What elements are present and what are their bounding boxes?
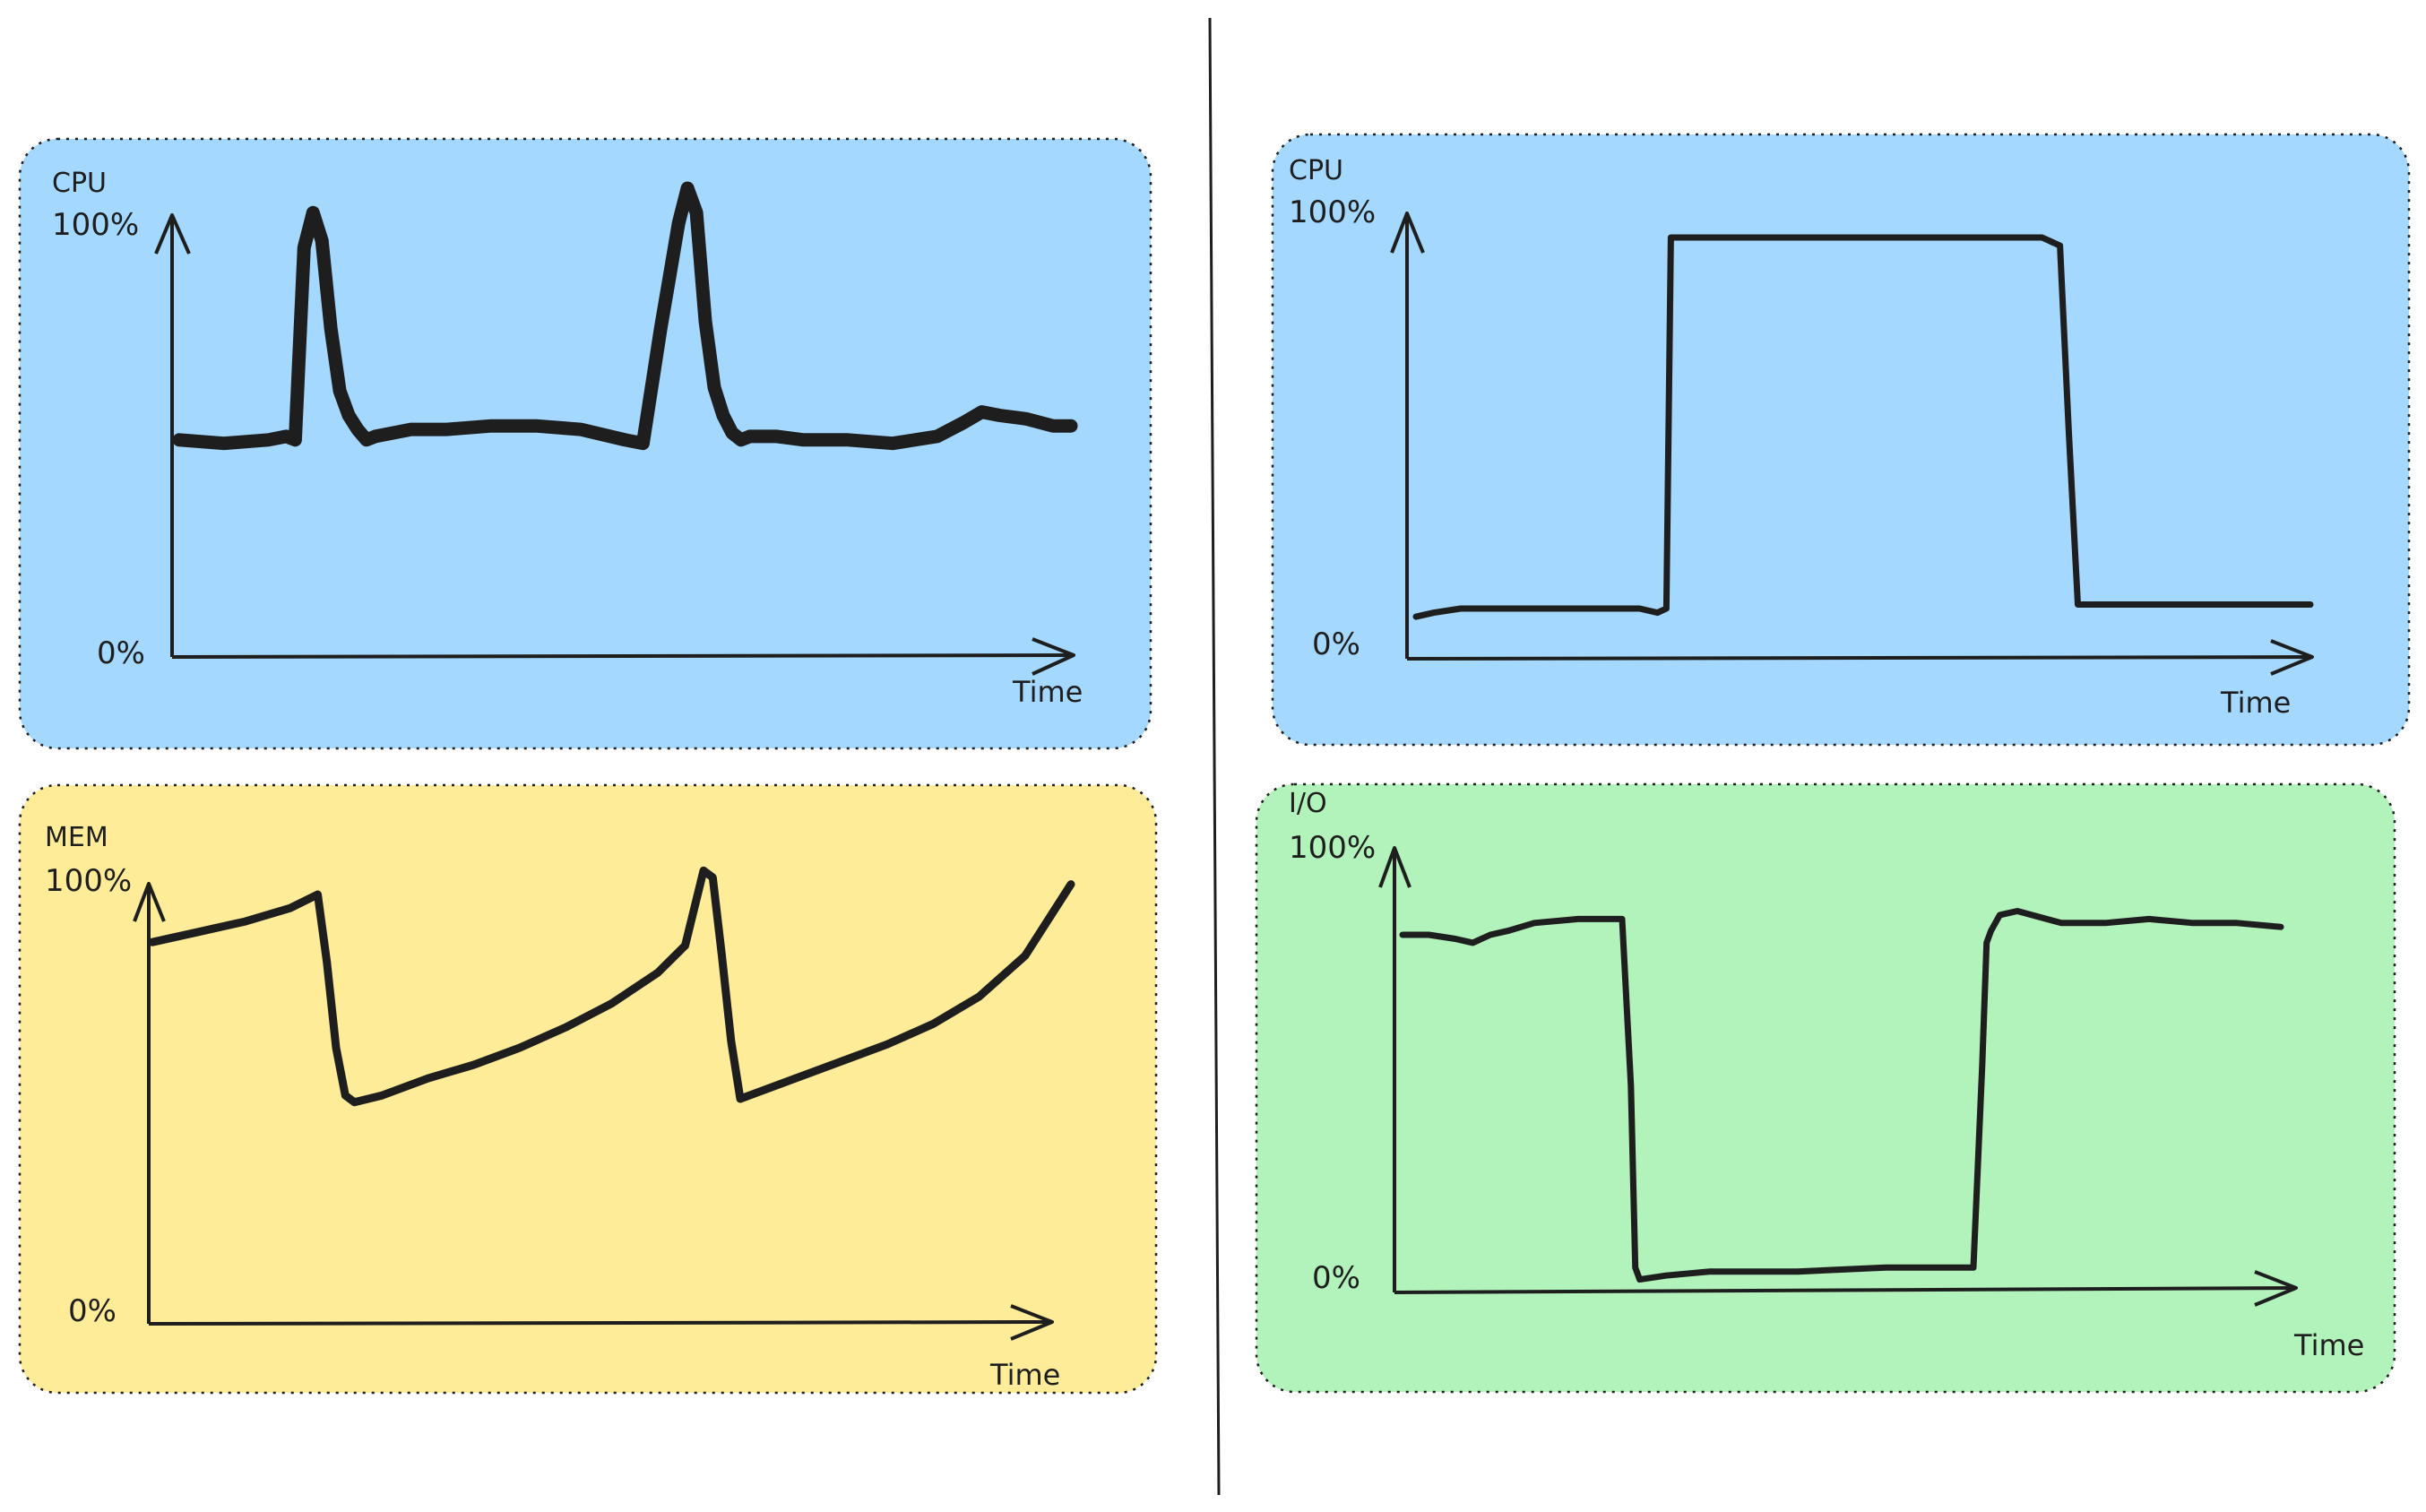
io-line: [1399, 908, 2284, 1283]
cpu-plateau-chart: CPU 100% 0% Time: [1271, 133, 2411, 747]
x-axis-arrowhead: [2270, 639, 2314, 676]
chart-title: CPU: [52, 168, 107, 199]
chart-title: I/O: [1289, 788, 1327, 819]
x-axis: [171, 653, 1075, 659]
chart-title: MEM: [45, 822, 108, 853]
x-axis-arrowhead: [2254, 1270, 2298, 1307]
y-bottom-label: 0%: [97, 635, 145, 671]
x-axis-label: Time: [989, 1358, 1060, 1392]
x-axis: [1406, 655, 2313, 661]
x-axis-arrowhead: [1010, 1304, 1054, 1341]
x-axis: [148, 1320, 1053, 1326]
mem-line: [148, 866, 1075, 1107]
cpu-spikes-chart: CPU 100% 0% Time: [18, 137, 1153, 750]
memory-chart: MEM 100% 0% Time: [18, 783, 1158, 1395]
y-axis-arrowhead: [154, 213, 191, 255]
cpu-line: [1412, 234, 2314, 620]
y-top-label: 100%: [52, 207, 139, 243]
x-axis-label: Time: [1012, 675, 1083, 709]
io-chart: I/O 100% 0% Time: [1255, 782, 2396, 1394]
chart-title: CPU: [1289, 155, 1343, 186]
x-axis: [1394, 1286, 2297, 1294]
chart-panel: [1271, 133, 2411, 747]
y-top-label: 100%: [1289, 194, 1376, 230]
y-top-label: 100%: [1289, 830, 1376, 866]
x-axis-label: Time: [2293, 1328, 2364, 1362]
chart-panel: [1255, 782, 2396, 1394]
y-top-label: 100%: [45, 863, 132, 899]
y-bottom-label: 0%: [1312, 1260, 1360, 1296]
x-axis-arrowhead: [1032, 637, 1075, 676]
cpu-line: [172, 181, 1078, 451]
y-bottom-label: 0%: [68, 1293, 117, 1329]
y-axis-arrowhead: [1378, 846, 1412, 888]
center-divider: [1208, 17, 1221, 1496]
chart-panel: [18, 783, 1158, 1395]
y-axis-arrowhead: [1390, 212, 1425, 254]
y-axis-arrowhead: [133, 882, 166, 922]
x-axis-label: Time: [2220, 686, 2291, 720]
y-bottom-label: 0%: [1312, 626, 1360, 662]
